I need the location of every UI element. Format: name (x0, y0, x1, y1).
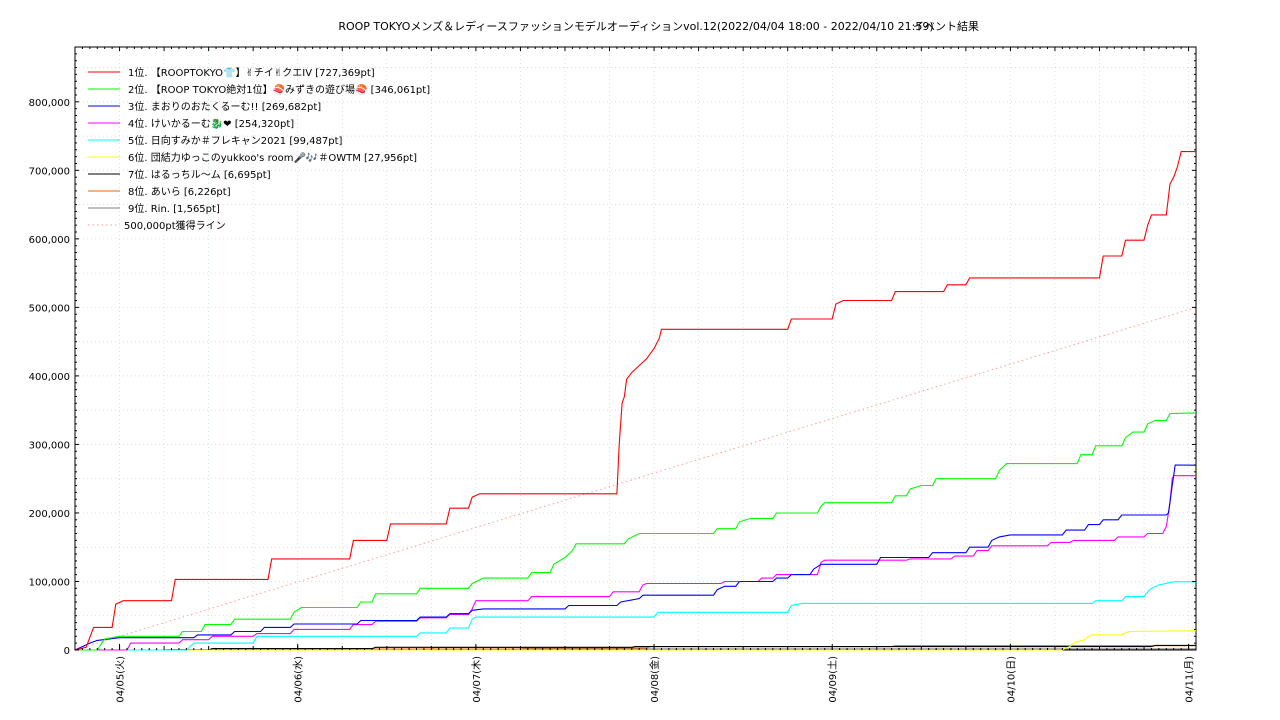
series-line (74, 306, 1197, 651)
legend: 1位. 【ROOPTOKYO👕】✌チイ✌クエIV [727,369pt] 2位. … (88, 66, 430, 232)
y-tick-label: 800,000 (29, 98, 70, 109)
legend-label: 2位. 【ROOP TOKYO絶対1位】🍣みずきの遊び場🍣 [346,061pt… (128, 83, 430, 96)
x-tick-label: 04/06(水) (293, 656, 305, 703)
y-axis: 0 100,000 200,000 300,000 400,000 500,000 600,… (29, 53, 1196, 657)
legend-label: 3位. まおりのおたくるーむ!! [269,682pt] (128, 100, 321, 113)
legend-label: 6位. 団結力ゆっこのyukkoo's room🎤🎶＃OWTM [27,956p… (128, 151, 417, 164)
legend-label: 9位. Rin. [1,565pt] (128, 202, 220, 215)
x-tick-label: 04/05(火) (115, 656, 127, 703)
y-tick-label: 100,000 (29, 577, 70, 588)
y-tick-label: 200,000 (29, 509, 70, 520)
legend-label: 500,000pt獲得ライン (124, 219, 226, 232)
series-line (74, 464, 1197, 651)
y-tick-label: 300,000 (29, 440, 70, 451)
series-line (75, 630, 1197, 651)
y-tick-label: 400,000 (29, 372, 70, 383)
y-tick-label: 600,000 (29, 235, 70, 246)
x-tick-label: 04/11(月) (1184, 656, 1196, 703)
y-tick-label: 500,000 (29, 303, 70, 314)
series-line (75, 581, 1196, 651)
series-line (75, 475, 1196, 651)
legend-label: 4位. けいかるーむ🐉❤ [254,320pt] (128, 117, 294, 130)
legend-label: 8位. あいら [6,226pt] (128, 185, 231, 198)
y-tick-label: 700,000 (29, 166, 70, 177)
chart-title: ROOP TOKYOメンズ＆レディースファッションモデルオーディションvol.1… (338, 19, 933, 33)
x-axis: 04/05(火) 04/06(水) 04/07(木) 04/08(金) 04/09(土)… (74, 47, 1197, 703)
legend-label: 5位. 日向すみか＃フレキャン2021 [99,487pt] (128, 134, 343, 147)
series-line (74, 151, 1196, 651)
x-tick-label: 04/10(日) (1006, 656, 1017, 703)
x-tick-label: 04/08(金) (648, 656, 661, 703)
x-tick-label: 04/07(木) (471, 656, 483, 703)
series-group (74, 151, 1197, 651)
series-line (75, 644, 1196, 651)
grid (74, 47, 1196, 650)
legend-label: 1位. 【ROOPTOKYO👕】✌チイ✌クエIV [727,369pt] (128, 66, 375, 79)
y-tick-label: 0 (64, 646, 70, 657)
chart-title-right: イベント結果 (913, 19, 979, 33)
legend-label: 7位. はるっちル～ム [6,695pt] (128, 168, 271, 181)
x-tick-label: 04/09(土) (826, 656, 839, 703)
series-line (75, 412, 1197, 651)
